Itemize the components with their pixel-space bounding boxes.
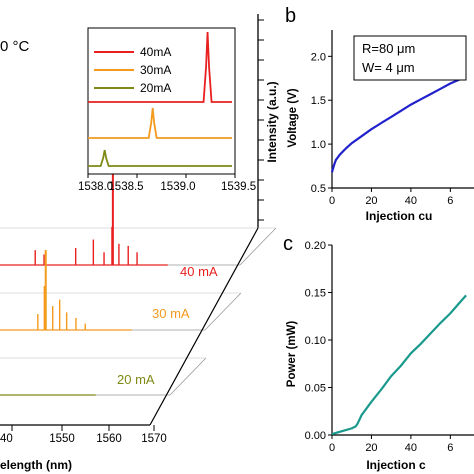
c-x-tick-label-1: 20 [365, 442, 377, 454]
intensity-axis-label: Intensity (a.u.) [265, 81, 279, 162]
series-label-20ma: 20 mA [117, 372, 155, 387]
plane-side-2 [169, 357, 207, 396]
b-y-tick-label-2: 1.5 [311, 95, 326, 107]
b-y-tick-label-1: 1.0 [311, 139, 326, 151]
inset-tick-4: 1539.5 [221, 181, 256, 193]
c-y-tick-label-2: 0.10 [305, 335, 326, 347]
spectrum-1 [0, 250, 132, 331]
inset-legend-label-1: 30mA [140, 63, 171, 77]
inset-legend-label-0: 40mA [140, 45, 171, 59]
power-axis-label: Power (mW) [286, 321, 298, 388]
voltage-curve [330, 75, 467, 173]
panel-c-axes: 0.00 0.05 0.10 0.15 0.20 0 20 40 6 [305, 240, 474, 454]
inset-tick-3: 1539.0 [160, 181, 195, 193]
device-width: W= 4 μm [362, 60, 415, 75]
b-y-tick-label-3: 2.0 [311, 51, 326, 63]
b-x-tick-label-1: 20 [365, 195, 377, 207]
panel-b-letter: b [285, 5, 296, 27]
series-label-40ma: 40 mA [180, 264, 218, 279]
c-y-tick-label-0: 0.00 [305, 430, 326, 442]
inset-tick-1: 1538.0 [78, 181, 113, 193]
panel-a: 0 °C Intensity (a.u.) 40 mA 30 mA 20 mA … [0, 14, 279, 472]
c-y-tick-label-1: 0.05 [305, 383, 326, 395]
a-depth-axis-line [149, 227, 259, 426]
a-x-tick-3: 1560 [96, 433, 122, 445]
series-label-30ma: 30 mA [152, 306, 190, 321]
inset-trace-1 [88, 107, 232, 139]
panel-c-letter: c [283, 233, 293, 255]
inset-traces [88, 31, 232, 167]
a-x-tick-2: 1550 [49, 433, 75, 445]
inset-x-ticks [87, 174, 236, 178]
panel-b-x-axis-label: Injection cu [366, 209, 433, 223]
c-x-tick-label-3: 6 [447, 442, 453, 454]
c-y-tick-label-4: 0.20 [305, 240, 326, 252]
c-x-tick-label-2: 40 [405, 442, 417, 454]
plane-side-0 [239, 227, 277, 266]
a-x-tick-4: 1570 [141, 433, 167, 445]
spectrum-2 [0, 394, 96, 396]
inset-legend-label-2: 20mA [140, 81, 171, 95]
c-x-tick-label-0: 0 [329, 442, 335, 454]
voltage-line [330, 75, 467, 173]
inset-legend: 40mA 30mA 20mA [94, 45, 171, 95]
inset-plot: 40mA 30mA 20mA 1538.0 1538.5 1539.0 1539.5 [78, 27, 256, 193]
a-x-tick-1: 40 [0, 433, 13, 445]
b-x-tick-label-0: 0 [329, 195, 335, 207]
voltage-axis-label: Voltage (V) [287, 88, 299, 147]
device-radius: R=80 μm [362, 41, 415, 56]
b-x-tick-label-2: 40 [405, 195, 417, 207]
b-y-tick-label-0: 0.5 [311, 183, 326, 195]
device-params-box [353, 35, 467, 81]
inset-trace-2 [88, 149, 232, 167]
panel-b: b Voltage (V) 0.5 1.0 1.5 2.0 0 20 40 6 Injecti… [285, 5, 474, 223]
plane-side-1 [204, 292, 242, 331]
c-y-tick-label-3: 0.15 [305, 288, 326, 300]
power-curve [331, 294, 467, 436]
inset-trace-0 [88, 31, 232, 103]
b-x-tick-label-3: 6 [447, 195, 453, 207]
panel-c: c Power (mW) 0.000.050.100.150.200 20 40 6 … [283, 233, 474, 472]
panel-c-x-axis-label: Injection c [366, 458, 426, 472]
panel-b-axes: 0.5 1.0 1.5 2.0 0 20 40 6 [311, 30, 474, 207]
intensity-axis-ticks [258, 19, 264, 221]
power-line [331, 294, 467, 436]
a-x-axis-label: elength (nm) [0, 458, 72, 472]
inset-tick-2: 1538.5 [108, 181, 143, 193]
temperature-label: 0 °C [0, 38, 30, 55]
